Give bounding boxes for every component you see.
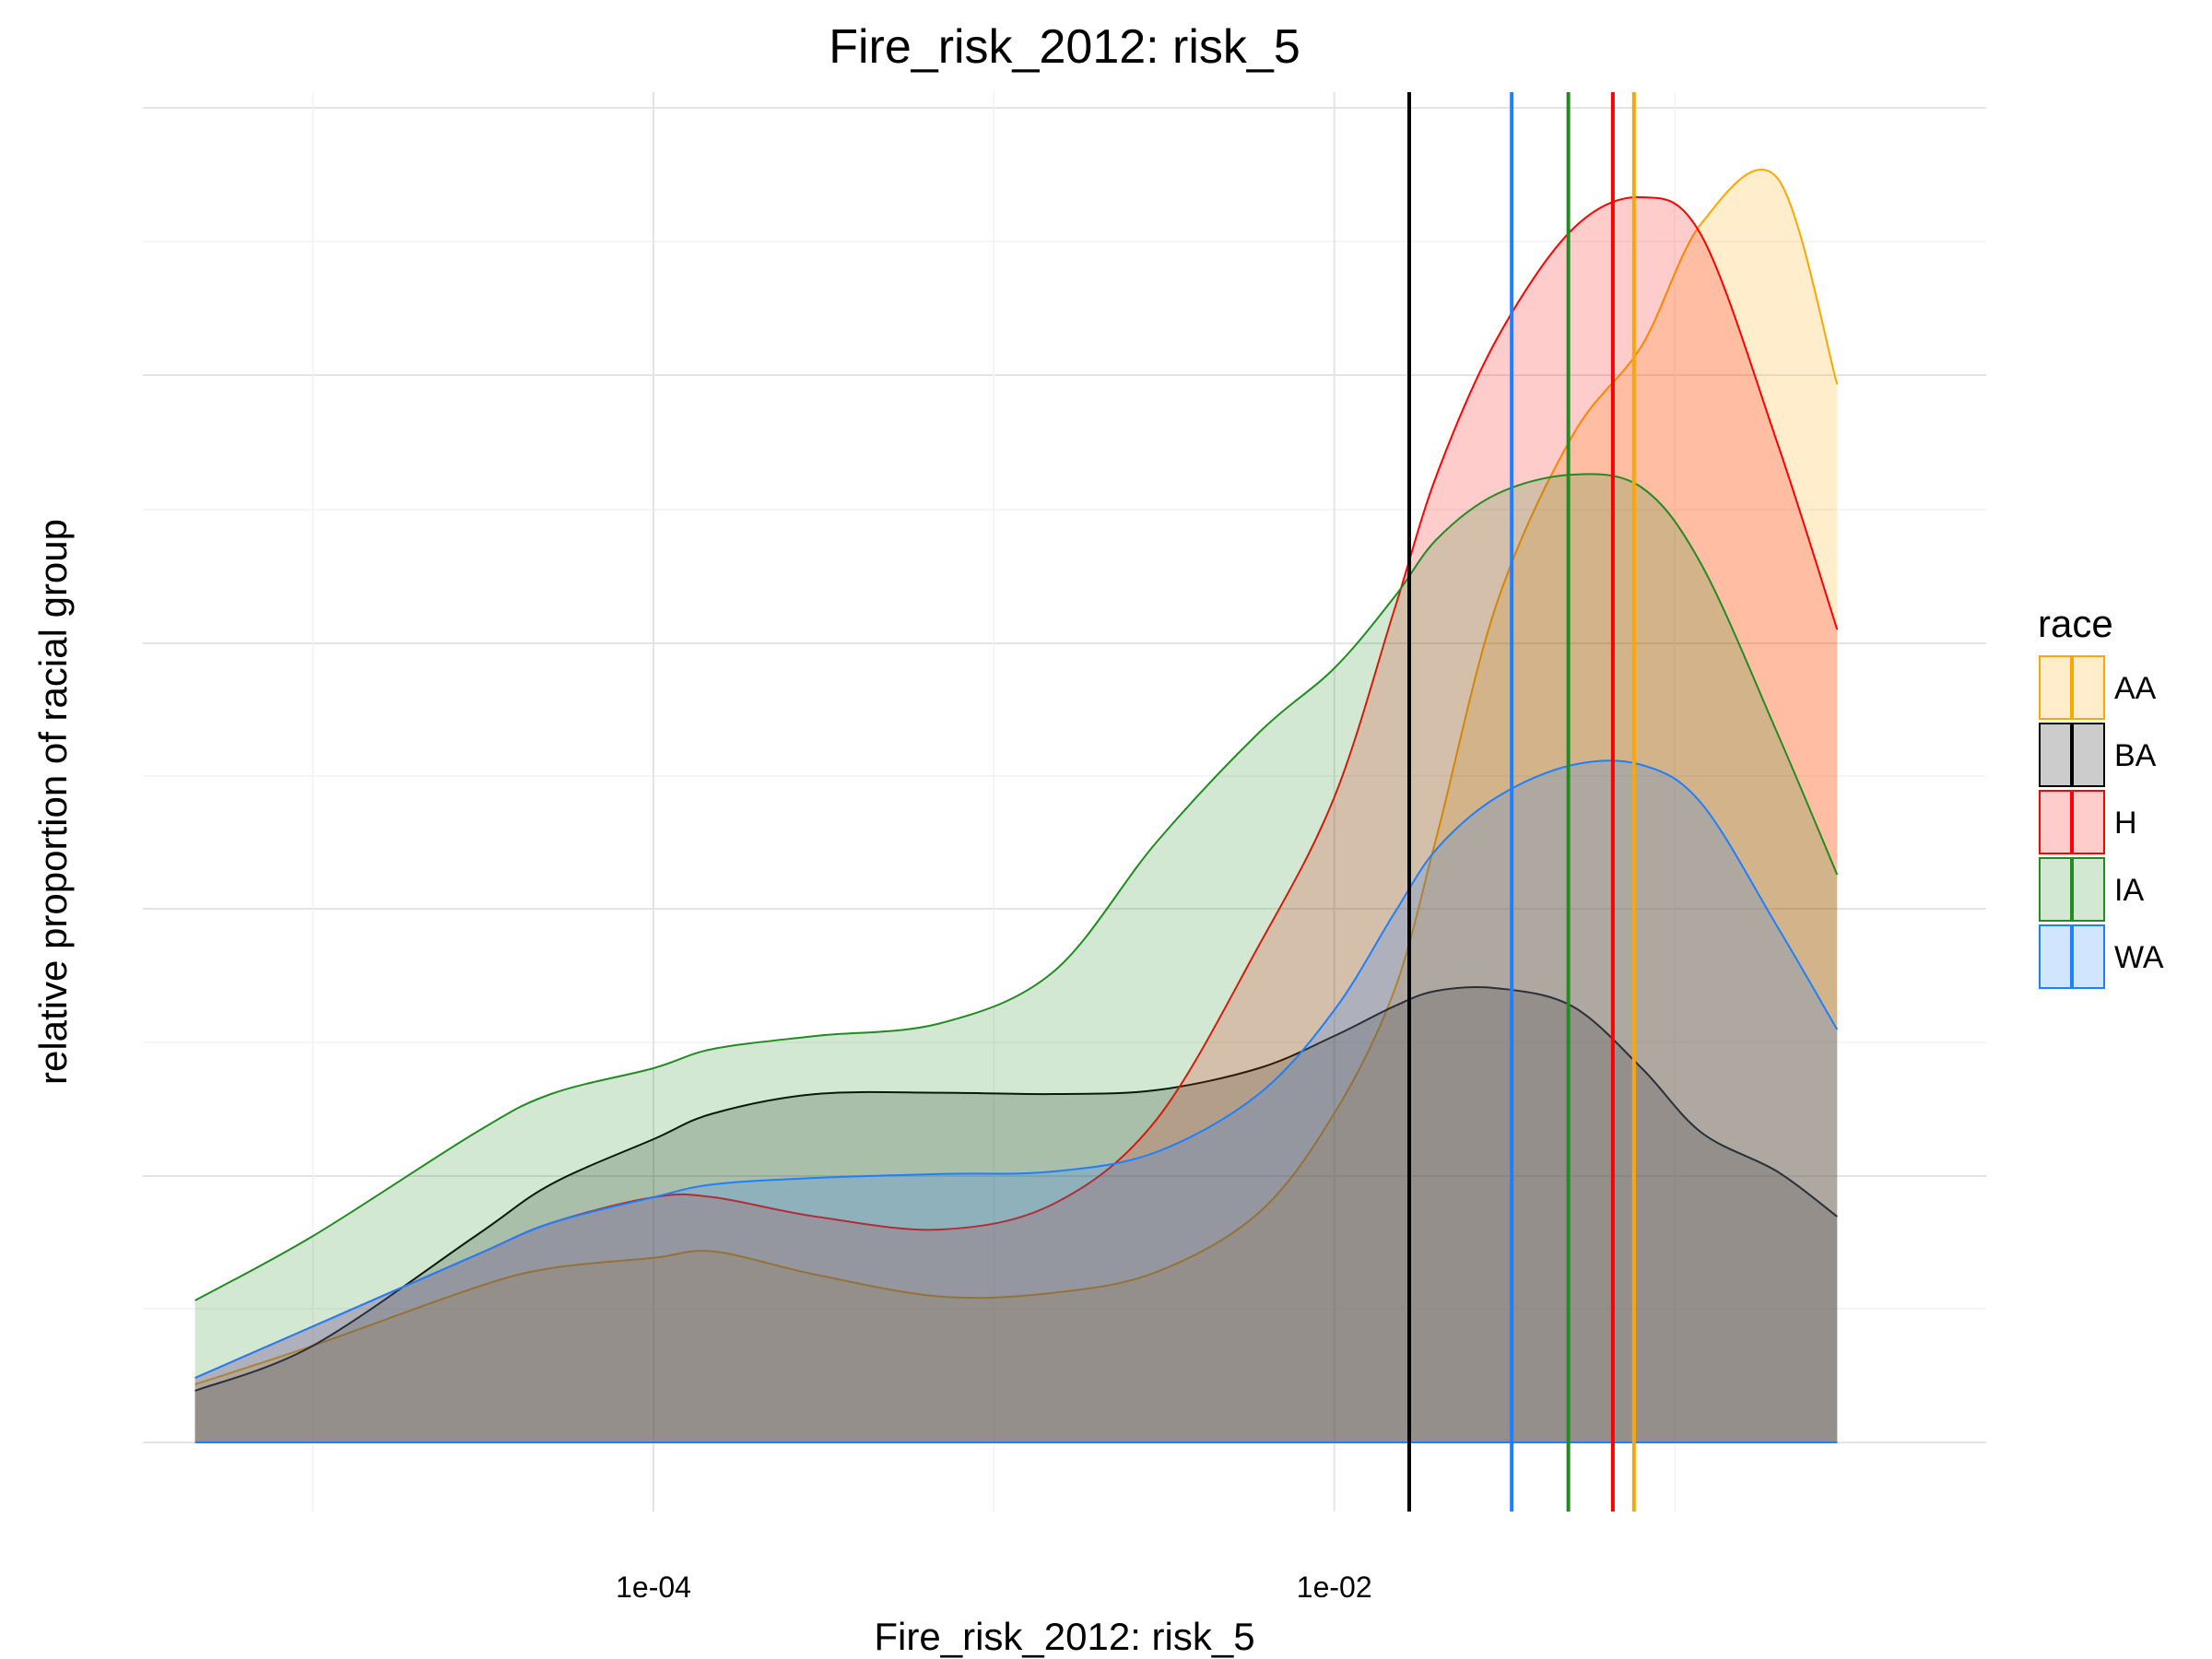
density-area-ia: [194, 474, 1838, 1443]
density-area-wa: [194, 760, 1838, 1442]
x-axis-ticks: 1e-04 1e-02: [616, 1571, 1372, 1604]
x-axis-title: Fire_risk_2012: risk_5: [874, 1615, 1254, 1658]
density-curve-ia: [194, 473, 1839, 1301]
x-tick-label: 1e-02: [1297, 1571, 1372, 1604]
legend-label: WA: [2114, 940, 2164, 975]
legend-item-aa: AA: [2039, 655, 2157, 720]
chart-title: Fire_risk_2012: risk_5: [829, 20, 1300, 74]
legend-label: BA: [2114, 738, 2157, 773]
legend: AA BA H IA WA: [2039, 655, 2164, 989]
legend-item-ba: BA: [2039, 723, 2157, 787]
density-area-aa: [194, 169, 1838, 1443]
density-curve-aa: [194, 169, 1839, 1385]
legend-item-wa: WA: [2039, 924, 2164, 989]
density-areas: [194, 169, 1839, 1443]
density-area-h: [194, 196, 1838, 1442]
legend-item-h: H: [2039, 790, 2137, 854]
density-curve-ba: [194, 985, 1838, 1392]
legend-label: H: [2114, 806, 2137, 841]
y-axis-title: relative proportion of racial group: [31, 519, 75, 1085]
density-curve-wa: [194, 759, 1839, 1379]
density-area-ba: [194, 986, 1838, 1442]
grid-lines: [143, 92, 1986, 1512]
median-lines: [1407, 92, 1636, 1512]
legend-item-ia: IA: [2039, 857, 2144, 922]
x-tick-label: 1e-04: [616, 1571, 691, 1604]
legend-label: IA: [2114, 873, 2144, 908]
legend-label: AA: [2114, 671, 2157, 706]
legend-title: race: [2038, 602, 2113, 645]
